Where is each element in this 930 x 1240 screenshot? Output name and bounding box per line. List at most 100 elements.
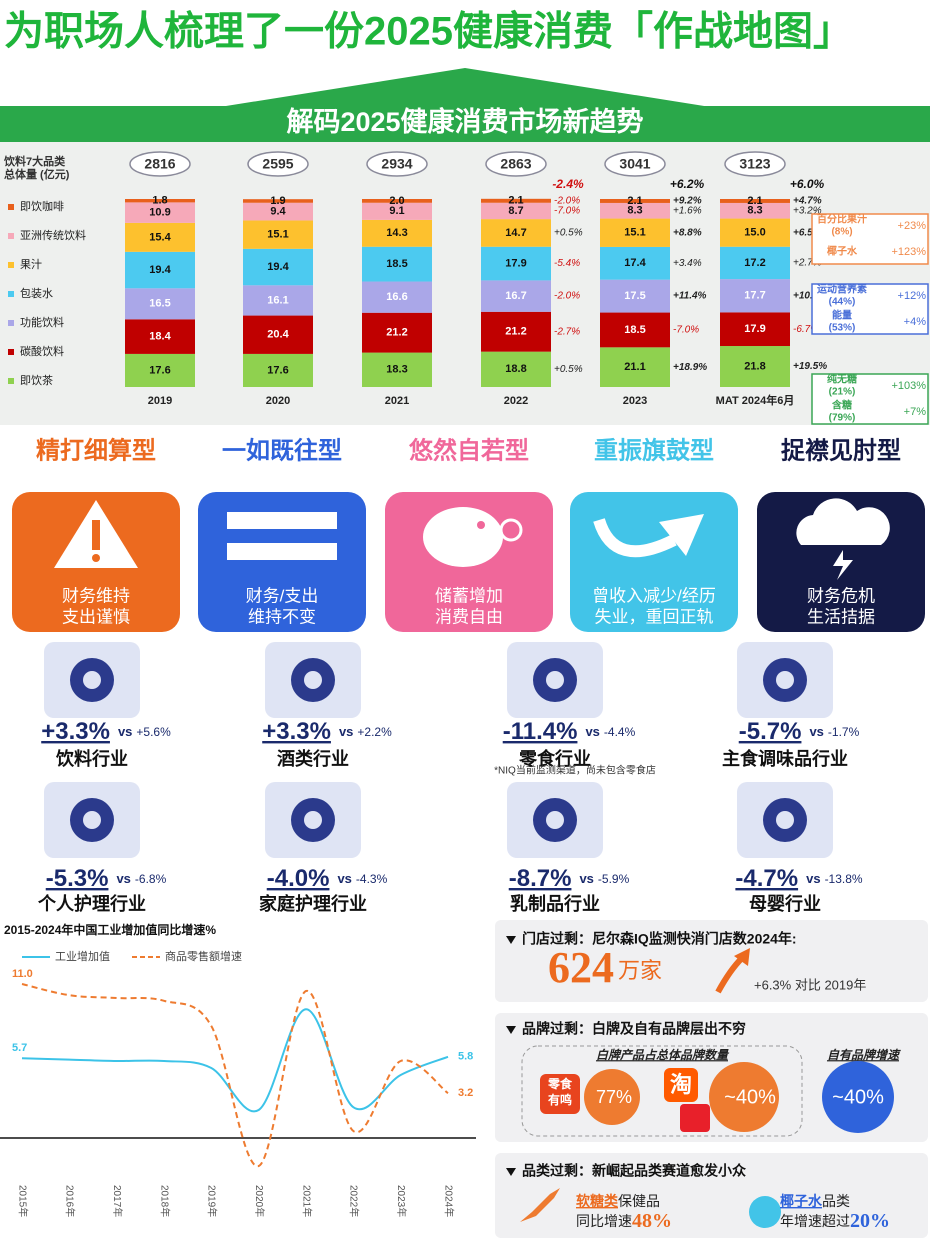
industry-name: 家庭护理行业 bbox=[259, 893, 367, 914]
icon-eye bbox=[477, 521, 485, 529]
segment-label: 8.3 bbox=[627, 205, 642, 217]
category-line1-part: 保健品 bbox=[618, 1193, 660, 1209]
bar-segment bbox=[362, 281, 432, 313]
segment-label: 17.9 bbox=[744, 323, 765, 335]
segment-growth: +0.5% bbox=[554, 364, 583, 375]
industry-growth-part: +3.3% bbox=[41, 718, 110, 745]
segment-label: 17.2 bbox=[744, 257, 765, 269]
category-line2-part: 年增速超过 bbox=[780, 1213, 850, 1229]
icon-bolt bbox=[833, 550, 853, 580]
bar-segment bbox=[125, 199, 195, 203]
segment-label: 2.1 bbox=[508, 195, 523, 207]
bar-segment bbox=[243, 202, 313, 221]
bar-segment bbox=[600, 202, 670, 219]
segment-label: 16.7 bbox=[505, 290, 526, 302]
segment-label: 9.4 bbox=[270, 206, 286, 218]
industry-name: 饮料行业 bbox=[55, 748, 128, 769]
icon-arrow bbox=[593, 518, 677, 558]
icon-dot bbox=[92, 554, 100, 562]
legend-label: 即饮咖啡 bbox=[20, 199, 64, 213]
segment-growth: +0.5% bbox=[554, 228, 583, 239]
bar-segment bbox=[600, 347, 670, 387]
note-share: (8%) bbox=[831, 227, 852, 238]
segment-label: 16.1 bbox=[267, 294, 288, 306]
industry-growth: -4.0% vs -4.3% bbox=[267, 865, 388, 892]
y-axis-label: 总体量 (亿元) bbox=[4, 167, 70, 181]
bar-segment bbox=[125, 319, 195, 354]
segment-growth: +8.8% bbox=[673, 227, 702, 238]
segment-label: 17.9 bbox=[505, 257, 526, 269]
x-tick-label: 2022年 bbox=[348, 1185, 361, 1217]
segment-label: 15.0 bbox=[744, 227, 765, 239]
banner-band bbox=[0, 106, 930, 142]
segment-label: 15.1 bbox=[267, 229, 288, 241]
industry-growth-part: vs bbox=[339, 724, 353, 739]
segment-label: 17.5 bbox=[624, 290, 645, 302]
icon-mark bbox=[92, 520, 100, 550]
segment-label: 8.7 bbox=[508, 205, 523, 217]
industry-growth: -5.3% vs -6.8% bbox=[46, 865, 167, 892]
bar-segment bbox=[243, 353, 313, 387]
bar-segment bbox=[362, 312, 432, 353]
legend-swatch bbox=[8, 378, 14, 384]
industry-growth-part: vs bbox=[337, 871, 351, 886]
persona-desc: 维持不变 bbox=[248, 607, 316, 626]
industry-note: *NIQ当前监测渠道，尚未包含零食店 bbox=[494, 764, 656, 777]
panel-title: 品类过剩：新崛起品类赛道愈发小众 bbox=[522, 1163, 746, 1179]
total-bubble bbox=[485, 151, 547, 177]
segment-growth: +3.4% bbox=[673, 258, 702, 269]
panel-title: 品牌过剩：白牌及自有品牌层出不穷 bbox=[522, 1021, 746, 1037]
segment-label: 19.4 bbox=[267, 261, 289, 273]
note-name: 百分比果汁 bbox=[817, 213, 867, 226]
segment-label: 10.9 bbox=[149, 207, 170, 219]
segment-growth: +11.4% bbox=[673, 291, 707, 302]
bar-segment bbox=[600, 246, 670, 280]
total-value: 2816 bbox=[144, 156, 175, 172]
store-number-part: 624 bbox=[548, 943, 614, 992]
x-tick-label: 2021年 bbox=[300, 1185, 313, 1217]
persona-title: 重振旗鼓型 bbox=[594, 436, 714, 464]
series-line bbox=[21, 983, 449, 1167]
bar-segment bbox=[125, 353, 195, 387]
segment-label: 17.7 bbox=[744, 290, 765, 302]
segment-growth: -7.0% bbox=[673, 325, 699, 336]
persona-desc: 财务/支出 bbox=[246, 586, 319, 605]
segment-label: 1.9 bbox=[270, 195, 285, 207]
point-label: 5.7 bbox=[12, 1042, 27, 1054]
x-tick-label: 2024年 bbox=[442, 1185, 455, 1217]
industry-name: 乳制品行业 bbox=[510, 893, 600, 914]
segment-label: 19.4 bbox=[149, 264, 171, 276]
industry-growth-part: -11.4% bbox=[503, 718, 578, 745]
segment-label: 18.5 bbox=[624, 324, 645, 336]
persona-title: 精打细算型 bbox=[36, 436, 156, 464]
store-number: 624 万家 bbox=[548, 943, 662, 992]
total-growth: -2.4% bbox=[552, 177, 584, 191]
logo2b bbox=[680, 1104, 710, 1132]
industry-name: 母婴行业 bbox=[749, 893, 821, 914]
segment-label: 16.6 bbox=[386, 291, 407, 303]
category-line2-part: 20% bbox=[850, 1210, 890, 1232]
panel bbox=[495, 920, 928, 1002]
segment-label: 18.4 bbox=[149, 331, 171, 343]
note-box bbox=[811, 213, 929, 265]
industry-icon-inner bbox=[546, 811, 564, 829]
legend-label: 碳酸饮料 bbox=[20, 344, 64, 358]
segment-label: 20.4 bbox=[267, 329, 289, 341]
segment-label: 14.7 bbox=[505, 227, 526, 239]
bar-segment bbox=[481, 280, 551, 312]
logo1-text: 零食 bbox=[547, 1076, 573, 1091]
category-line1-part: 椰子水 bbox=[780, 1193, 823, 1209]
bar-segment bbox=[481, 202, 551, 220]
pct-circle bbox=[709, 1062, 779, 1132]
category-line2-part: 48% bbox=[632, 1210, 672, 1232]
pct2: ~40% bbox=[724, 1086, 776, 1108]
segment-growth: +10.6% bbox=[793, 290, 827, 301]
segment-label: 2.0 bbox=[389, 195, 404, 207]
legend-label: 工业增加值 bbox=[55, 949, 110, 963]
bar-segment bbox=[720, 199, 790, 203]
total-bubble bbox=[247, 151, 309, 177]
y-axis-label: 饮料7大品类 bbox=[3, 154, 66, 168]
note-name: 纯无糖 bbox=[827, 373, 857, 386]
bar-segment bbox=[243, 285, 313, 316]
banner: 解码2025健康消费市场新趋势 bbox=[286, 106, 643, 137]
